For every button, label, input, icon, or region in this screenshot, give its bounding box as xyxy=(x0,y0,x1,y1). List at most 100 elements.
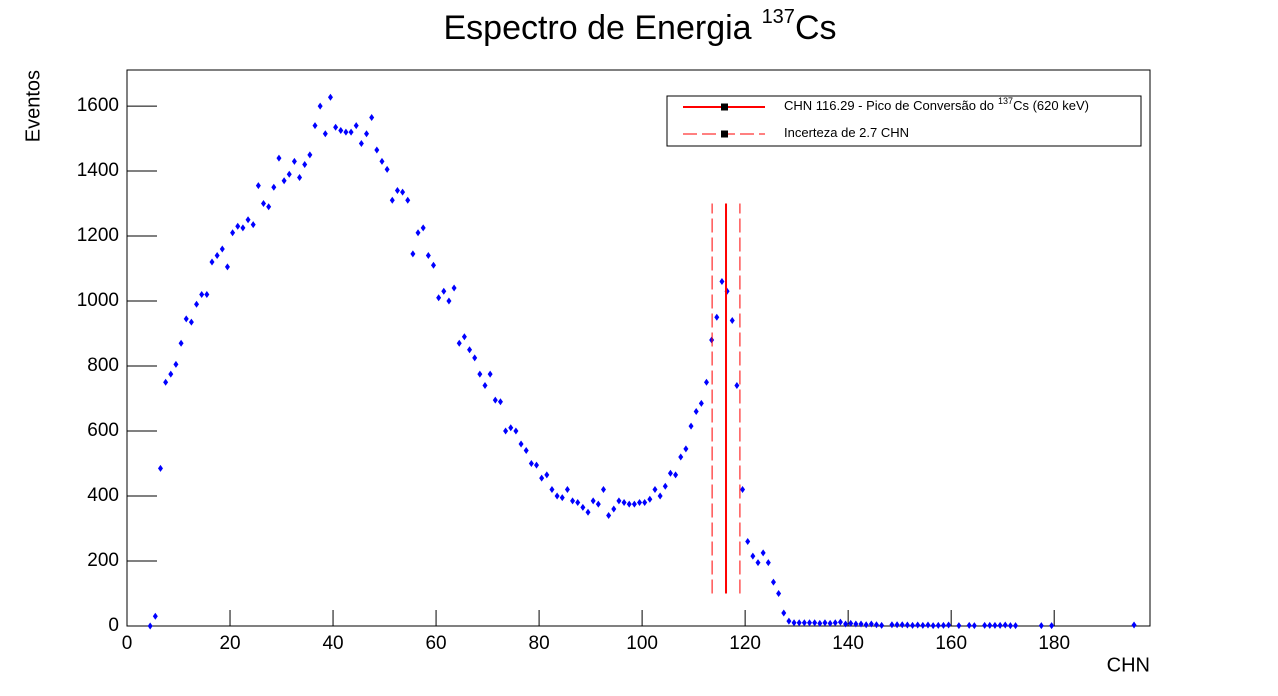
data-point xyxy=(688,422,694,430)
data-point xyxy=(1002,621,1008,629)
x-tick-label: 20 xyxy=(219,633,240,654)
data-point xyxy=(626,500,632,508)
data-point xyxy=(467,346,473,354)
data-point xyxy=(425,252,431,260)
data-point xyxy=(472,354,478,362)
data-point xyxy=(956,622,962,630)
legend-label: Incerteza de 2.7 CHN xyxy=(784,125,909,140)
data-point xyxy=(204,291,210,299)
data-point xyxy=(1007,622,1013,630)
data-point xyxy=(848,619,854,627)
data-point xyxy=(915,621,921,629)
data-point xyxy=(925,621,931,629)
data-point xyxy=(631,500,637,508)
data-point xyxy=(940,621,946,629)
data-point xyxy=(791,619,797,627)
data-point xyxy=(796,619,802,627)
data-point xyxy=(348,128,354,136)
data-point xyxy=(580,503,586,511)
data-point xyxy=(801,619,807,627)
data-point xyxy=(853,620,859,628)
data-point xyxy=(1038,622,1044,630)
legend-text: Incerteza de 2.7 CHN xyxy=(784,125,909,140)
data-point xyxy=(616,497,622,505)
x-tick-label: 160 xyxy=(935,633,967,654)
data-point xyxy=(384,165,390,173)
data-point xyxy=(327,93,333,101)
data-point xyxy=(729,317,735,325)
data-point xyxy=(477,370,483,378)
data-point xyxy=(662,482,668,490)
data-point xyxy=(312,122,318,130)
x-tick-label: 140 xyxy=(832,633,864,654)
data-point xyxy=(451,284,457,292)
y-tick-label: 0 xyxy=(108,615,119,636)
data-point xyxy=(698,399,704,407)
data-point xyxy=(261,200,267,208)
data-point xyxy=(281,177,287,185)
data-point xyxy=(770,578,776,586)
data-point xyxy=(539,474,545,482)
legend-text: CHN 116.29 - Pico de Conversão do 137Cs (… xyxy=(784,96,1089,113)
data-point xyxy=(590,497,596,505)
data-point xyxy=(827,619,833,627)
x-tick-label: 80 xyxy=(529,633,550,654)
data-point xyxy=(740,486,746,494)
data-point xyxy=(209,258,215,266)
data-point xyxy=(178,339,184,347)
data-point xyxy=(487,370,493,378)
data-point xyxy=(637,499,643,507)
title-text: Espectro de Energia xyxy=(443,9,751,47)
data-point xyxy=(889,621,895,629)
data-point xyxy=(1131,621,1137,629)
data-point xyxy=(353,122,359,130)
data-point xyxy=(683,445,689,453)
y-tick-label: 600 xyxy=(87,420,119,441)
y-tick-label: 200 xyxy=(87,550,119,571)
data-point xyxy=(879,621,885,629)
data-point xyxy=(765,559,771,567)
data-point xyxy=(807,619,813,627)
data-point xyxy=(606,512,612,520)
data-point xyxy=(781,609,787,617)
data-point xyxy=(667,469,673,477)
data-point xyxy=(503,427,509,435)
y-tick-label: 1400 xyxy=(77,160,119,181)
data-point xyxy=(250,221,256,229)
data-point xyxy=(910,621,916,629)
data-point xyxy=(183,315,189,323)
legend-suffix: Cs (620 keV) xyxy=(1013,98,1089,113)
legend-label: CHN 116.29 - Pico de Conversão do xyxy=(784,98,994,113)
data-point xyxy=(997,621,1003,629)
data-point xyxy=(276,154,282,162)
data-point xyxy=(152,612,158,620)
data-point xyxy=(600,486,606,494)
title-suffix: Cs xyxy=(795,9,837,47)
data-point xyxy=(734,382,740,390)
data-point xyxy=(364,130,370,138)
data-point xyxy=(544,471,550,479)
data-point xyxy=(307,151,313,159)
data-point xyxy=(894,621,900,629)
data-point xyxy=(508,424,514,432)
data-point xyxy=(992,621,998,629)
data-point xyxy=(240,224,246,232)
x-tick-label: 100 xyxy=(626,633,658,654)
data-point xyxy=(678,453,684,461)
data-point xyxy=(317,102,323,110)
data-point xyxy=(497,398,503,406)
legend-marker xyxy=(721,103,728,111)
data-point xyxy=(147,622,153,630)
data-point xyxy=(456,339,462,347)
data-point xyxy=(904,621,910,629)
data-point xyxy=(369,113,375,121)
x-tick-label: 60 xyxy=(425,633,446,654)
data-point xyxy=(168,370,174,378)
data-point xyxy=(214,252,220,260)
x-tick-label: 40 xyxy=(322,633,343,654)
x-tick-label: 0 xyxy=(122,633,133,654)
y-tick-label: 1000 xyxy=(77,290,119,311)
data-point xyxy=(199,291,205,299)
x-axis-label: CHN xyxy=(1107,654,1150,676)
